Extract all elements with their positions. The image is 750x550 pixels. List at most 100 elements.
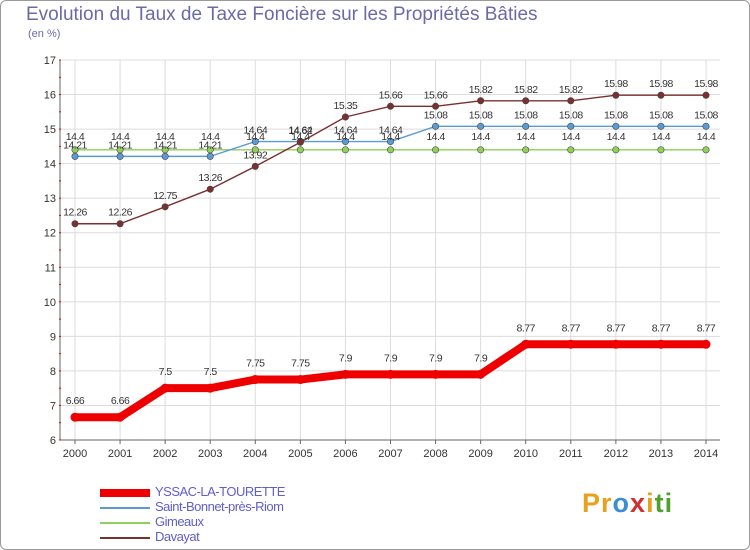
y-tick-label-16: 16 <box>44 90 56 102</box>
data-point-saint-bonnet-pr-s-riom-2012 <box>612 122 620 130</box>
chart-subtitle: (en %) <box>28 28 61 40</box>
x-tick-label-2012: 2012 <box>604 448 628 460</box>
x-tick-label-2011: 2011 <box>559 448 583 460</box>
data-label-yssac-la-tourette-2010: 8.77 <box>516 322 535 334</box>
x-tick-label-2003: 2003 <box>198 448 222 460</box>
x-tick-label-2000: 2000 <box>63 448 87 460</box>
data-label-saint-bonnet-pr-s-riom-2002: 14.21 <box>153 139 177 151</box>
data-point-davayat-2008 <box>432 102 440 110</box>
x-tick-label-2009: 2009 <box>468 448 492 460</box>
y-tick-label-7: 7 <box>50 400 56 412</box>
legend-swatch-davayat <box>100 537 150 539</box>
data-point-davayat-2010 <box>522 97 530 105</box>
data-label-gimeaux-2007: 14.4 <box>381 131 400 143</box>
data-point-gimeaux-2005 <box>296 146 304 154</box>
legend-swatch-saint-bonnet <box>100 507 150 509</box>
data-point-yssac-la-tourette-2005 <box>295 375 305 385</box>
legend-swatch-yssac <box>100 489 150 497</box>
data-label-saint-bonnet-pr-s-riom-2013: 15.08 <box>649 109 673 121</box>
data-point-davayat-2003 <box>206 185 214 193</box>
legend-item-saint-bonnet: Saint-Bonnet-près-Riom <box>100 499 360 516</box>
data-point-saint-bonnet-pr-s-riom-2013 <box>657 122 665 130</box>
data-label-davayat-2012: 15.98 <box>604 78 628 90</box>
data-label-saint-bonnet-pr-s-riom-2011: 15.08 <box>559 109 583 121</box>
y-tick-label-12: 12 <box>44 228 56 240</box>
y-tick-label-14: 14 <box>44 159 56 171</box>
y-tick-label-15: 15 <box>44 124 56 136</box>
data-point-davayat-2007 <box>386 102 394 110</box>
data-point-gimeaux-2006 <box>341 146 349 154</box>
data-label-davayat-2014: 15.98 <box>694 78 718 90</box>
data-label-saint-bonnet-pr-s-riom-2001: 14.21 <box>108 139 132 151</box>
data-label-yssac-la-tourette-2014: 8.77 <box>697 322 716 334</box>
data-point-saint-bonnet-pr-s-riom-2011 <box>567 122 575 130</box>
data-point-gimeaux-2013 <box>657 146 665 154</box>
legend-label-gimeaux: Gimeaux <box>155 514 204 529</box>
legend-label-yssac: YSSAC-LA-TOURETTE <box>155 484 285 499</box>
data-point-davayat-2000 <box>71 220 79 228</box>
data-label-davayat-2011: 15.82 <box>559 84 583 96</box>
data-point-gimeaux-2014 <box>702 146 710 154</box>
data-point-davayat-2001 <box>116 220 124 228</box>
data-point-yssac-la-tourette-2013 <box>656 339 666 349</box>
x-tick-label-2014: 2014 <box>694 448 718 460</box>
data-label-davayat-2007: 15.66 <box>379 89 403 101</box>
data-label-gimeaux-2003: 14.4 <box>201 131 220 143</box>
data-point-yssac-la-tourette-2001 <box>115 412 125 422</box>
data-label-yssac-la-tourette-2000: 6.66 <box>66 395 85 407</box>
data-point-davayat-2013 <box>657 91 665 99</box>
legend-item-gimeaux: Gimeaux <box>100 514 360 531</box>
data-point-saint-bonnet-pr-s-riom-2004 <box>251 138 259 146</box>
data-label-davayat-2004: 13.92 <box>243 149 267 161</box>
y-tick-label-9: 9 <box>50 331 56 343</box>
data-label-davayat-2003: 13.26 <box>198 172 222 184</box>
data-label-saint-bonnet-pr-s-riom-2010: 15.08 <box>514 109 538 121</box>
data-point-davayat-2004 <box>251 162 259 170</box>
legend-label-davayat: Davayat <box>155 529 200 544</box>
data-label-saint-bonnet-pr-s-riom-2008: 15.08 <box>424 109 448 121</box>
data-label-saint-bonnet-pr-s-riom-2012: 15.08 <box>604 109 628 121</box>
data-label-gimeaux-2011: 14.4 <box>562 131 581 143</box>
x-tick-label-2006: 2006 <box>333 448 357 460</box>
data-point-gimeaux-2007 <box>386 146 394 154</box>
data-point-gimeaux-2011 <box>567 146 575 154</box>
data-point-yssac-la-tourette-2008 <box>431 369 441 379</box>
data-label-yssac-la-tourette-2007: 7.9 <box>384 352 398 364</box>
data-point-yssac-la-tourette-2012 <box>611 339 621 349</box>
data-point-yssac-la-tourette-2000 <box>70 412 80 422</box>
data-label-saint-bonnet-pr-s-riom-2014: 15.08 <box>694 109 718 121</box>
data-label-davayat-2008: 15.66 <box>424 89 448 101</box>
data-point-davayat-2011 <box>567 97 575 105</box>
data-label-davayat-2002: 12.75 <box>153 190 177 202</box>
data-point-gimeaux-2008 <box>432 146 440 154</box>
data-label-gimeaux-2009: 14.4 <box>471 131 490 143</box>
y-tick-label-8: 8 <box>50 366 56 378</box>
data-label-gimeaux-2012: 14.4 <box>607 131 626 143</box>
data-label-yssac-la-tourette-2013: 8.77 <box>652 322 671 334</box>
proxiti-logo: Proxiti <box>582 488 674 518</box>
line-chart: 2000 2001 2002 2003 2004 2005 2006 2007 2008 2009… <box>44 55 720 460</box>
data-point-davayat-2009 <box>477 97 485 105</box>
data-point-saint-bonnet-pr-s-riom-2006 <box>341 138 349 146</box>
data-point-saint-bonnet-pr-s-riom-2001 <box>116 152 124 160</box>
data-point-gimeaux-2009 <box>477 146 485 154</box>
data-label-davayat-2000: 12.26 <box>63 207 87 219</box>
data-label-yssac-la-tourette-2005: 7.75 <box>291 358 310 370</box>
data-point-yssac-la-tourette-2004 <box>250 375 260 385</box>
y-tick-label-17: 17 <box>44 55 56 67</box>
data-point-davayat-2006 <box>341 113 349 121</box>
y-tick-label-6: 6 <box>50 435 56 447</box>
legend-item-yssac: YSSAC-LA-TOURETTE <box>100 484 360 501</box>
data-label-davayat-2010: 15.82 <box>514 84 538 96</box>
data-label-saint-bonnet-pr-s-riom-2004: 14.64 <box>243 125 267 137</box>
data-point-davayat-2005 <box>296 138 304 146</box>
data-label-yssac-la-tourette-2003: 7.5 <box>204 366 218 378</box>
x-tick-label-2010: 2010 <box>513 448 537 460</box>
data-point-yssac-la-tourette-2011 <box>566 339 576 349</box>
data-point-saint-bonnet-pr-s-riom-2002 <box>161 152 169 160</box>
data-point-davayat-2012 <box>612 91 620 99</box>
data-point-saint-bonnet-pr-s-riom-2007 <box>386 138 394 146</box>
data-label-davayat-2005: 14.62 <box>288 125 312 137</box>
data-point-saint-bonnet-pr-s-riom-2003 <box>206 152 214 160</box>
data-point-gimeaux-2010 <box>522 146 530 154</box>
